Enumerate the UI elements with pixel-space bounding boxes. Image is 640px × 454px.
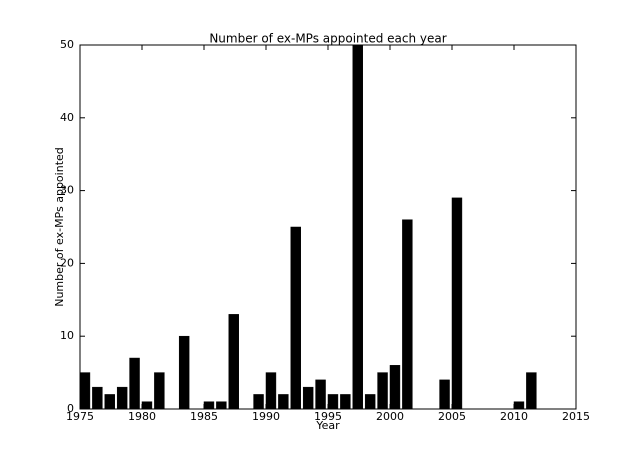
- bar: [129, 357, 140, 410]
- bar: [92, 386, 103, 410]
- bar: [364, 394, 376, 410]
- x-tick-label: 2010: [500, 410, 528, 423]
- y-tick-label: 40: [60, 111, 74, 124]
- bar: [302, 386, 314, 410]
- bar: [178, 335, 190, 410]
- y-tick-label: 20: [60, 256, 74, 269]
- x-axis-label: Year: [315, 419, 340, 432]
- bar: [315, 379, 326, 410]
- x-tick-label: 2015: [562, 410, 590, 423]
- bar: [116, 386, 128, 410]
- bar: [216, 401, 227, 410]
- x-tick-label: 1980: [128, 410, 156, 423]
- bar: [451, 197, 463, 410]
- y-tick-label: 10: [60, 329, 74, 342]
- y-tick-label: 0: [67, 402, 74, 415]
- bar: [389, 365, 401, 410]
- plot-frame: [79, 44, 577, 410]
- x-tick-label: 2005: [438, 410, 466, 423]
- bar: [290, 226, 301, 410]
- bar: [278, 394, 289, 410]
- x-tick-label: 1995: [314, 410, 342, 423]
- y-tick-label: 30: [60, 184, 74, 197]
- bar: [352, 44, 363, 410]
- bar: [253, 394, 264, 410]
- bar: [327, 394, 339, 410]
- bar: [203, 401, 215, 410]
- x-tick-label: 2000: [376, 410, 404, 423]
- bar: [228, 314, 239, 410]
- bar: [141, 401, 153, 410]
- bar: [402, 219, 413, 410]
- bar: [104, 394, 115, 410]
- bar: [526, 372, 537, 410]
- bar: [439, 379, 450, 410]
- chart-title: Number of ex-MPs appointed each year: [209, 32, 446, 46]
- bar: [265, 372, 277, 410]
- y-tick-label: 50: [60, 38, 74, 51]
- bar: [513, 401, 525, 410]
- x-tick-label: 1990: [252, 410, 280, 423]
- x-tick-label: 1985: [190, 410, 218, 423]
- bar: [340, 394, 351, 410]
- y-axis-label: Number of ex-MPs appointed: [53, 147, 66, 307]
- x-tick-label: 1975: [66, 410, 94, 423]
- bar: [377, 372, 388, 410]
- bar: [154, 372, 165, 410]
- bar: [79, 372, 91, 410]
